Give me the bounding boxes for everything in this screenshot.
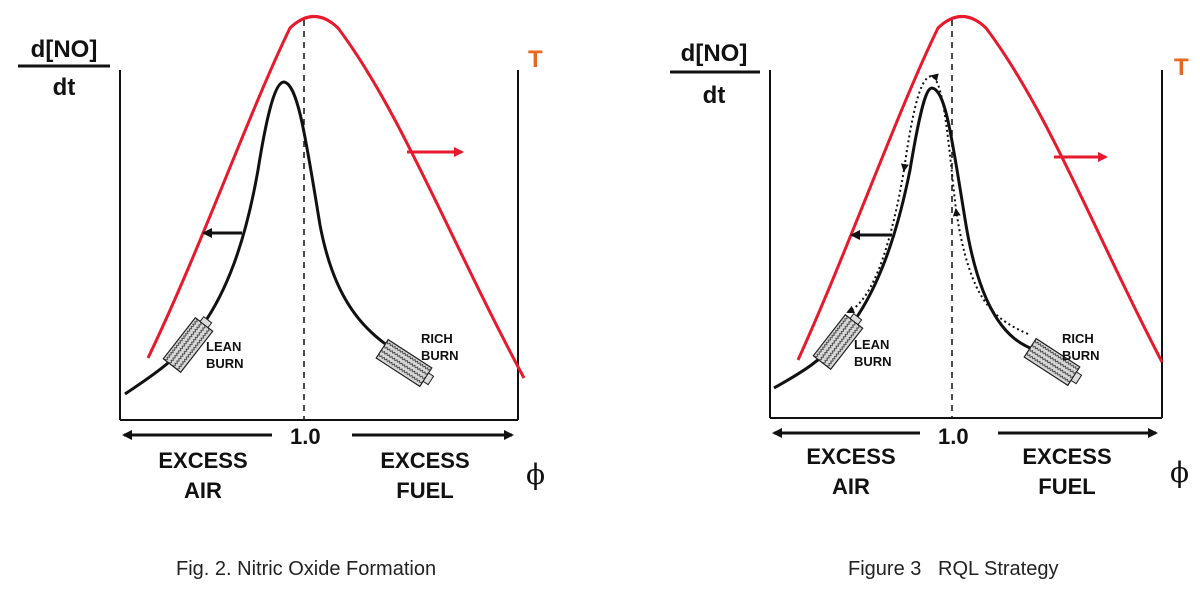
y-label-numerator: d[NO]: [30, 36, 98, 63]
excess-air-line-2: AIR: [184, 478, 222, 503]
excess-fuel-line-1: EXCESS: [380, 448, 470, 473]
lean-burn-label-line-1: LEAN: [854, 337, 890, 352]
lean-burn-label-line-1: LEAN: [206, 339, 242, 354]
y-label-numerator: d[NO]: [680, 40, 748, 67]
excess-air-label: EXCESS AIR: [138, 446, 268, 506]
lean-burn-label: LEAN BURN: [854, 336, 892, 370]
lean-burner-icon: [162, 316, 214, 374]
rich-burner-icon: [1023, 337, 1083, 387]
lean-burner-icon: [812, 313, 864, 371]
rich-burn-label-line-1: RICH: [1062, 331, 1094, 346]
excess-fuel-line-2: FUEL: [396, 478, 454, 503]
figure-rql-strategy: d[NO] dt T 1.0 LEAN BURN RICH BURN EXCES…: [652, 0, 1200, 615]
lean-burn-label: LEAN BURN: [206, 338, 244, 372]
rich-burner-icon: [375, 338, 435, 388]
figure-3-caption: Figure 3 RQL Strategy: [848, 558, 1059, 580]
excess-air-line-2: AIR: [832, 474, 870, 499]
excess-air-label: EXCESS AIR: [786, 442, 916, 502]
stoichiometric-label: 1.0: [290, 424, 321, 449]
figure-2-diagram: [18, 15, 526, 440]
no-formation-curve: [124, 80, 431, 396]
stoichiometric-label: 1.0: [938, 424, 969, 449]
lean-burn-label-line-2: BURN: [854, 354, 892, 369]
y-label-denominator: dt: [52, 74, 76, 101]
temperature-label: T: [528, 46, 543, 73]
rich-burn-label-line-2: BURN: [421, 348, 459, 363]
rich-burn-label: RICH BURN: [1062, 330, 1100, 364]
phi-symbol: ϕ: [526, 458, 546, 491]
rql-path-dotted-icon: [846, 73, 1029, 335]
lean-burn-label-line-2: BURN: [206, 356, 244, 371]
excess-fuel-label: EXCESS FUEL: [360, 446, 490, 506]
excess-fuel-line-2: FUEL: [1038, 474, 1096, 499]
figure-3-diagram: [670, 15, 1164, 438]
excess-air-line-1: EXCESS: [806, 444, 896, 469]
rich-burn-label-line-2: BURN: [1062, 348, 1100, 363]
excess-air-line-1: EXCESS: [158, 448, 248, 473]
temperature-label: T: [1174, 54, 1189, 81]
rich-burn-label-line-1: RICH: [421, 331, 453, 346]
temperature-curve: [146, 15, 526, 379]
phi-symbol: ϕ: [1170, 456, 1190, 489]
y-label-denominator: dt: [702, 82, 726, 109]
figure-2-caption: Fig. 2. Nitric Oxide Formation: [176, 558, 437, 580]
rich-burn-label: RICH BURN: [421, 330, 459, 364]
excess-fuel-label: EXCESS FUEL: [1002, 442, 1132, 502]
excess-fuel-line-1: EXCESS: [1022, 444, 1112, 469]
no-formation-curve: [773, 86, 1031, 390]
figure-nitric-oxide-formation: d[NO] dt T 1.0 LEAN BURN RICH BURN EXCES…: [18, 15, 546, 580]
